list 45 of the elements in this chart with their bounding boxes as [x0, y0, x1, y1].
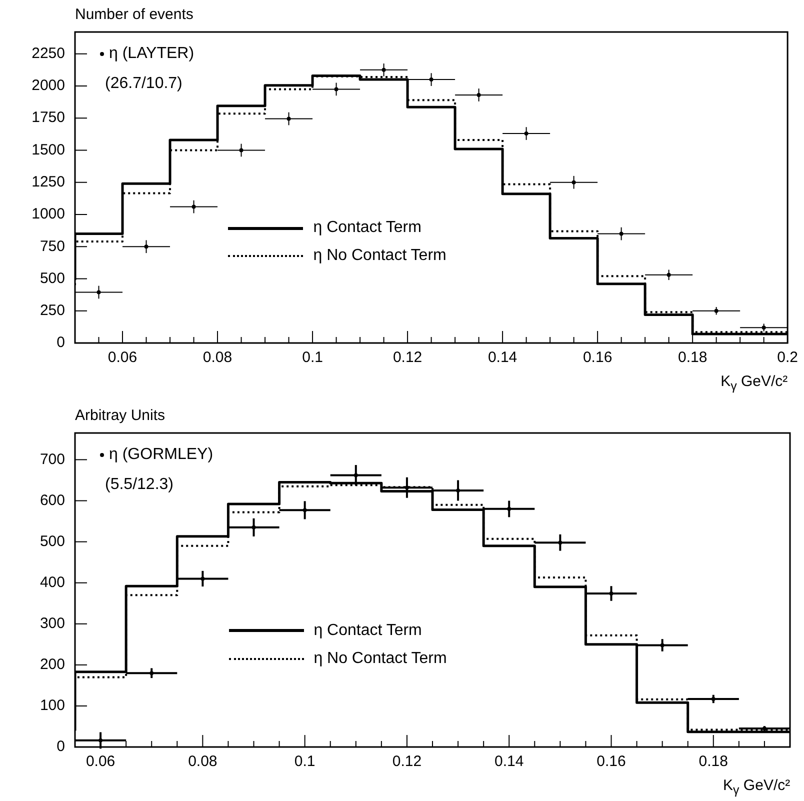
y-tick-label: 400	[40, 574, 65, 591]
legend-label: η Contact Term	[314, 620, 422, 641]
y-tick-label: 300	[40, 615, 65, 632]
x-tick-label: 0.14	[488, 349, 518, 366]
annotation: (5.5/12.3)	[105, 475, 174, 495]
y-tick-label: 250	[40, 302, 65, 320]
x-tick-label: 0.18	[698, 753, 728, 770]
x-tick-label: 0.06	[86, 753, 116, 770]
y-tick-label: 1000	[32, 206, 65, 223]
x-tick-label: 0.16	[596, 753, 626, 770]
y-tick-label: 0	[56, 334, 65, 352]
annotation: (26.7/10.7)	[105, 74, 182, 94]
y-tick-label: 600	[40, 492, 65, 509]
x-tick-label: 0.1	[302, 349, 323, 366]
x-tick-label: 0.08	[202, 349, 232, 366]
y-tick-label: 1750	[32, 109, 65, 126]
y-axis-title: Arbitray Units	[75, 407, 166, 425]
y-tick-label: 200	[40, 656, 65, 674]
x-axis-title: K$_{γ}$ GeV/c²	[720, 373, 788, 395]
x-tick-label: 0.16	[582, 349, 612, 366]
y-tick-label: 2000	[32, 77, 65, 94]
y-tick-label: 1250	[32, 174, 65, 190]
x-tick-label: 0.12	[392, 349, 422, 366]
y-tick-label: 750	[40, 238, 65, 255]
x-tick-label: 0.06	[108, 349, 138, 366]
y-tick-label: 100	[40, 697, 65, 714]
y-tick-label: 500	[40, 532, 65, 550]
x-tick-label: 0.2	[777, 349, 798, 366]
legend-label: η No Contact Term	[313, 246, 446, 266]
legend-label: η No Contact Term	[314, 648, 447, 669]
y-tick-label: 1500	[32, 141, 65, 158]
x-axis-title: K$_{γ}$ GeV/c²	[723, 777, 790, 799]
y-axis-title: Number of events	[75, 6, 194, 24]
legend-label: η (LAYTER)	[109, 44, 194, 64]
y-tick-label: 2250	[32, 44, 65, 62]
x-tick-label: 0.1	[294, 753, 316, 770]
legend-label: η (GORMLEY)	[109, 445, 214, 465]
x-tick-label: 0.18	[678, 349, 708, 366]
x-tick-label: 0.08	[188, 753, 218, 770]
x-tick-label: 0.14	[494, 753, 524, 770]
legend-label: η Contact Term	[313, 218, 422, 238]
x-tick-label: 0.12	[392, 753, 422, 770]
y-tick-label: 0	[56, 738, 65, 756]
y-tick-label: 500	[40, 270, 65, 287]
y-tick-label: 700	[40, 450, 65, 468]
